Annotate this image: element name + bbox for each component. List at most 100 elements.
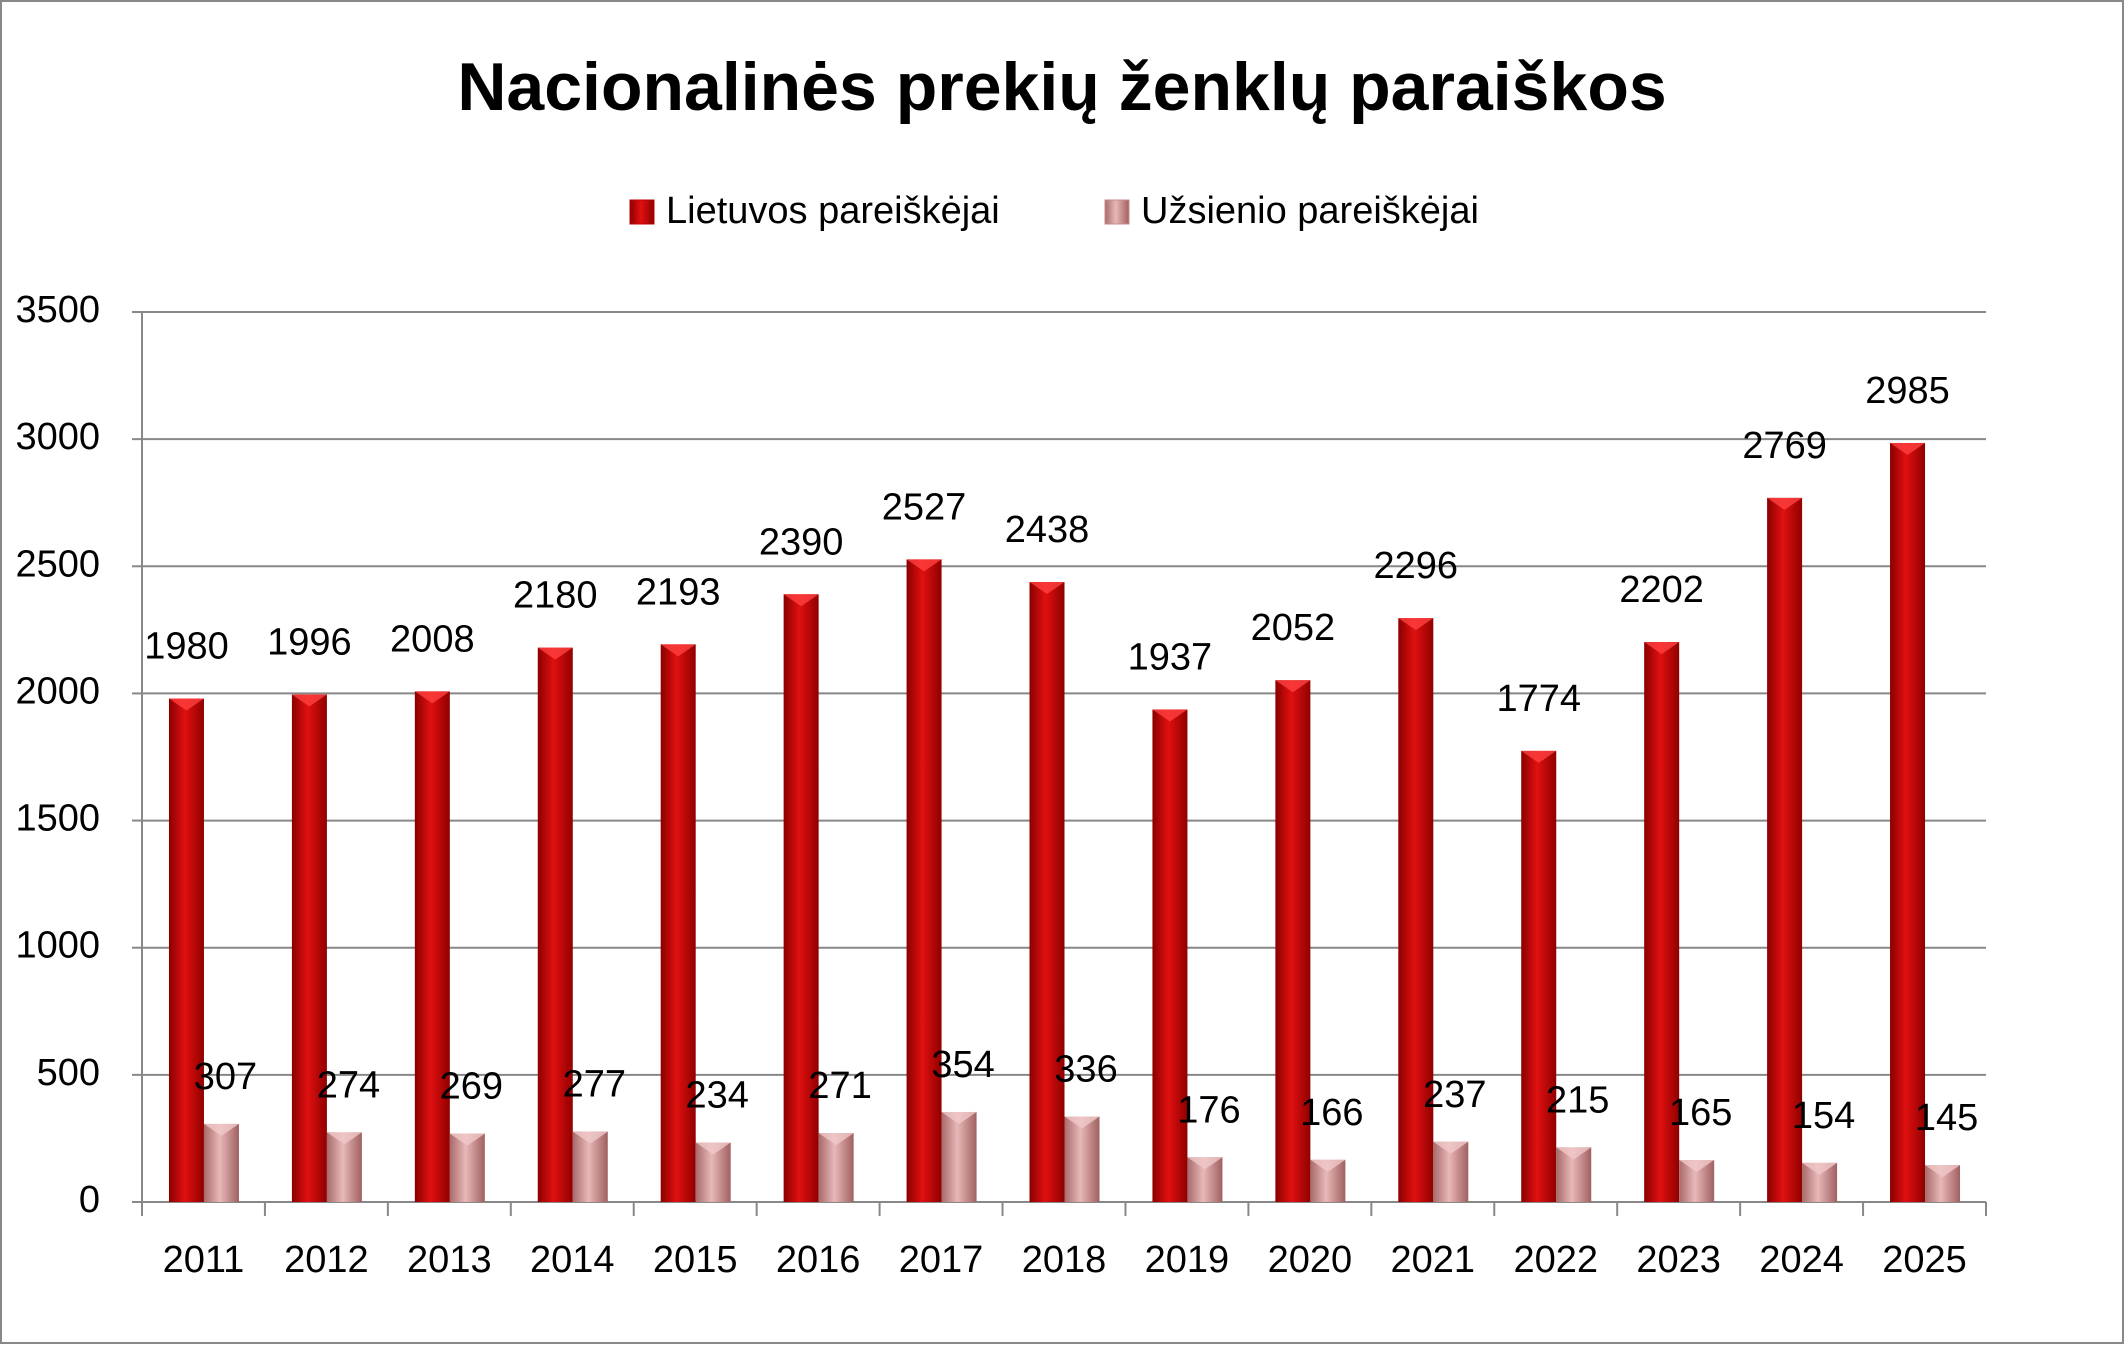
x-tick-label: 2024 bbox=[1759, 1239, 1844, 1281]
bar-cap bbox=[1679, 1160, 1715, 1173]
bar bbox=[1521, 750, 1557, 1202]
bar-cap bbox=[1767, 497, 1803, 510]
data-label: 1937 bbox=[1128, 636, 1213, 678]
bar-cap bbox=[1187, 1157, 1223, 1170]
data-label: 271 bbox=[808, 1065, 871, 1107]
bar-cap bbox=[1556, 1147, 1592, 1160]
data-label: 2390 bbox=[759, 521, 844, 563]
y-tick-label: 500 bbox=[37, 1052, 100, 1094]
bar-cap bbox=[1925, 1165, 1961, 1178]
data-label: 274 bbox=[317, 1064, 380, 1106]
data-label: 237 bbox=[1423, 1074, 1486, 1116]
bar-cap bbox=[1521, 750, 1557, 763]
bar-cap bbox=[1802, 1162, 1838, 1175]
bar-cap bbox=[660, 644, 696, 657]
x-tick-label: 2018 bbox=[1022, 1239, 1107, 1281]
data-label: 2052 bbox=[1251, 607, 1336, 649]
bar bbox=[291, 694, 327, 1202]
data-label: 307 bbox=[194, 1056, 257, 1098]
data-label: 166 bbox=[1300, 1092, 1363, 1134]
x-tick-label: 2011 bbox=[163, 1239, 245, 1281]
bar bbox=[168, 698, 204, 1202]
x-tick-label: 2025 bbox=[1882, 1239, 1967, 1281]
bar-cap bbox=[168, 698, 204, 711]
x-tick-label: 2023 bbox=[1636, 1239, 1721, 1281]
bar bbox=[203, 1123, 239, 1202]
bar bbox=[1029, 582, 1065, 1202]
x-tick-label: 2015 bbox=[653, 1239, 738, 1281]
bar-cap bbox=[695, 1142, 731, 1155]
bar bbox=[1398, 618, 1434, 1202]
x-tick-label: 2021 bbox=[1391, 1239, 1476, 1281]
data-label: 354 bbox=[931, 1044, 994, 1086]
y-tick-label: 1500 bbox=[15, 798, 100, 840]
bar bbox=[537, 647, 573, 1202]
data-label: 2180 bbox=[513, 575, 598, 617]
y-tick-label: 1000 bbox=[15, 925, 100, 967]
data-label: 1774 bbox=[1496, 678, 1581, 720]
bar-cap bbox=[326, 1132, 362, 1145]
x-tick-label: 2022 bbox=[1513, 1239, 1598, 1281]
bar-cap bbox=[783, 594, 819, 607]
data-label: 2193 bbox=[636, 571, 721, 613]
legend-swatch bbox=[1104, 199, 1130, 225]
legend-swatch bbox=[629, 199, 655, 225]
bar-cap bbox=[449, 1133, 485, 1146]
bar-cap bbox=[537, 647, 573, 660]
data-label: 2296 bbox=[1374, 545, 1459, 587]
y-tick-label: 3000 bbox=[15, 416, 100, 458]
data-label: 215 bbox=[1546, 1079, 1609, 1121]
data-label: 165 bbox=[1669, 1092, 1732, 1134]
bar-cap bbox=[818, 1133, 854, 1146]
y-tick-label: 3500 bbox=[15, 289, 100, 331]
bar-cap bbox=[1310, 1159, 1346, 1172]
bar bbox=[414, 691, 450, 1202]
data-label: 2438 bbox=[1005, 509, 1090, 551]
bar bbox=[1890, 442, 1926, 1202]
legend-label: Lietuvos pareiškėjai bbox=[666, 190, 1000, 232]
data-label: 2202 bbox=[1619, 569, 1704, 611]
bar bbox=[1275, 680, 1311, 1202]
y-tick-label: 2500 bbox=[15, 543, 100, 585]
bar bbox=[660, 644, 696, 1202]
data-label: 277 bbox=[563, 1064, 626, 1106]
bar bbox=[906, 559, 942, 1202]
bar-cap bbox=[1064, 1116, 1100, 1129]
bar-cap bbox=[1433, 1141, 1469, 1154]
x-tick-label: 2017 bbox=[899, 1239, 984, 1281]
bar-cap bbox=[414, 691, 450, 704]
data-label: 145 bbox=[1915, 1097, 1978, 1139]
bar-cap bbox=[1644, 642, 1680, 655]
bar-cap bbox=[572, 1131, 608, 1144]
legend-label: Užsienio pareiškėjai bbox=[1141, 190, 1479, 232]
bar bbox=[941, 1111, 977, 1202]
bar bbox=[1644, 642, 1680, 1202]
bar-cap bbox=[941, 1111, 977, 1124]
bar-cap bbox=[203, 1123, 239, 1136]
bar-cap bbox=[1398, 618, 1434, 631]
data-label: 176 bbox=[1177, 1089, 1240, 1131]
bar bbox=[1064, 1116, 1100, 1202]
data-label: 2008 bbox=[390, 618, 475, 660]
x-tick-label: 2020 bbox=[1268, 1239, 1353, 1281]
data-label: 1996 bbox=[267, 621, 352, 663]
bar-cap bbox=[1029, 582, 1065, 595]
data-label: 154 bbox=[1792, 1095, 1855, 1137]
data-label: 2527 bbox=[882, 486, 967, 528]
bar-cap bbox=[906, 559, 942, 572]
y-tick-label: 0 bbox=[79, 1179, 100, 1221]
x-tick-label: 2013 bbox=[407, 1239, 492, 1281]
bar-cap bbox=[1890, 442, 1926, 455]
bar-cap bbox=[1152, 709, 1188, 722]
data-label: 2985 bbox=[1865, 370, 1950, 412]
x-tick-label: 2012 bbox=[284, 1239, 369, 1281]
x-tick-label: 2016 bbox=[776, 1239, 861, 1281]
y-tick-label: 2000 bbox=[15, 670, 100, 712]
bar bbox=[1767, 497, 1803, 1203]
chart-title: Nacionalinės prekių ženklų paraiškos bbox=[457, 49, 1666, 125]
x-tick-label: 2014 bbox=[530, 1239, 615, 1281]
data-label: 1980 bbox=[144, 626, 229, 668]
bar bbox=[783, 594, 819, 1202]
data-label: 336 bbox=[1054, 1049, 1117, 1091]
